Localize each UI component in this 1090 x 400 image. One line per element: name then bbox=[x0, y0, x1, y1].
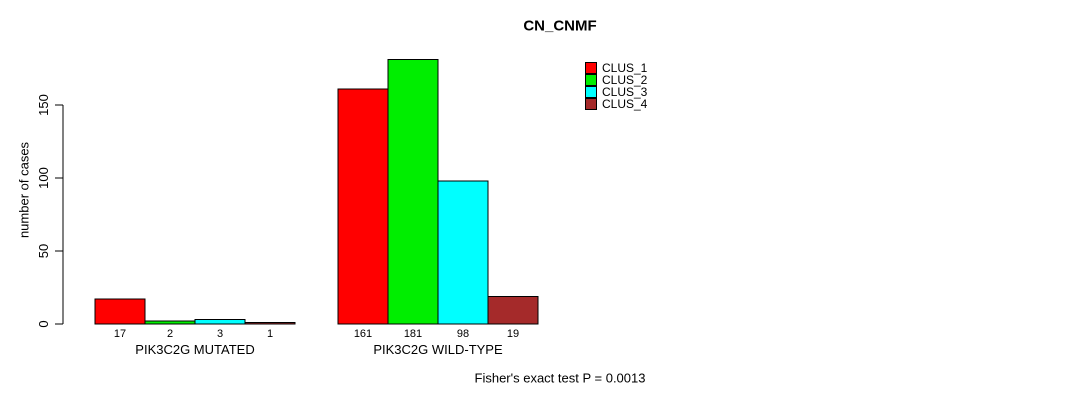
bar-value-label: 1 bbox=[267, 328, 273, 340]
bar-value-label: 2 bbox=[167, 328, 173, 340]
bar-value-label: 98 bbox=[457, 328, 469, 340]
legend-label-clus-2: CLUS_2 bbox=[602, 73, 648, 87]
bar-clus_1-group1 bbox=[94, 298, 146, 325]
y-tick-label: 0 bbox=[36, 320, 51, 327]
legend-item-clus-2: CLUS_2 bbox=[585, 74, 647, 86]
legend-label-clus-1: CLUS_1 bbox=[602, 61, 648, 75]
legend-swatch-clus-1 bbox=[585, 62, 597, 74]
legend-swatch-clus-4 bbox=[585, 98, 597, 110]
x-group-label: PIK3C2G WILD-TYPE bbox=[373, 342, 503, 357]
bar-clus_3-group2 bbox=[437, 180, 489, 325]
bar-value-label: 3 bbox=[217, 328, 223, 340]
legend-label-clus-3: CLUS_3 bbox=[602, 85, 648, 99]
legend-swatch-clus-2 bbox=[585, 74, 597, 86]
bar-clus_4-group1 bbox=[244, 322, 296, 325]
bar-value-label: 161 bbox=[354, 328, 372, 340]
chart-title: CN_CNMF bbox=[523, 17, 597, 35]
x-group-label: PIK3C2G MUTATED bbox=[135, 342, 254, 357]
bar-clus_1-group2 bbox=[337, 88, 389, 325]
bar-clus_2-group1 bbox=[144, 320, 196, 325]
y-tick-label: 50 bbox=[36, 244, 51, 258]
footnote: Fisher's exact test P = 0.0013 bbox=[474, 370, 646, 386]
bar-clus_4-group2 bbox=[487, 295, 539, 325]
legend-label-clus-4: CLUS_4 bbox=[602, 97, 648, 111]
legend-swatch-clus-3 bbox=[585, 86, 597, 98]
legend-item-clus-1: CLUS_1 bbox=[585, 62, 647, 74]
y-tick-label: 100 bbox=[36, 167, 51, 189]
bar-clus_2-group2 bbox=[387, 59, 439, 325]
bar-value-label: 17 bbox=[114, 328, 126, 340]
legend: CLUS_1 CLUS_2 CLUS_3 CLUS_4 bbox=[585, 62, 647, 110]
legend-item-clus-4: CLUS_4 bbox=[585, 98, 647, 110]
bar-clus_3-group1 bbox=[194, 319, 246, 325]
bar-value-label: 181 bbox=[404, 328, 422, 340]
bar-value-label: 19 bbox=[507, 328, 519, 340]
legend-item-clus-3: CLUS_3 bbox=[585, 86, 647, 98]
y-tick-label: 150 bbox=[36, 94, 51, 116]
